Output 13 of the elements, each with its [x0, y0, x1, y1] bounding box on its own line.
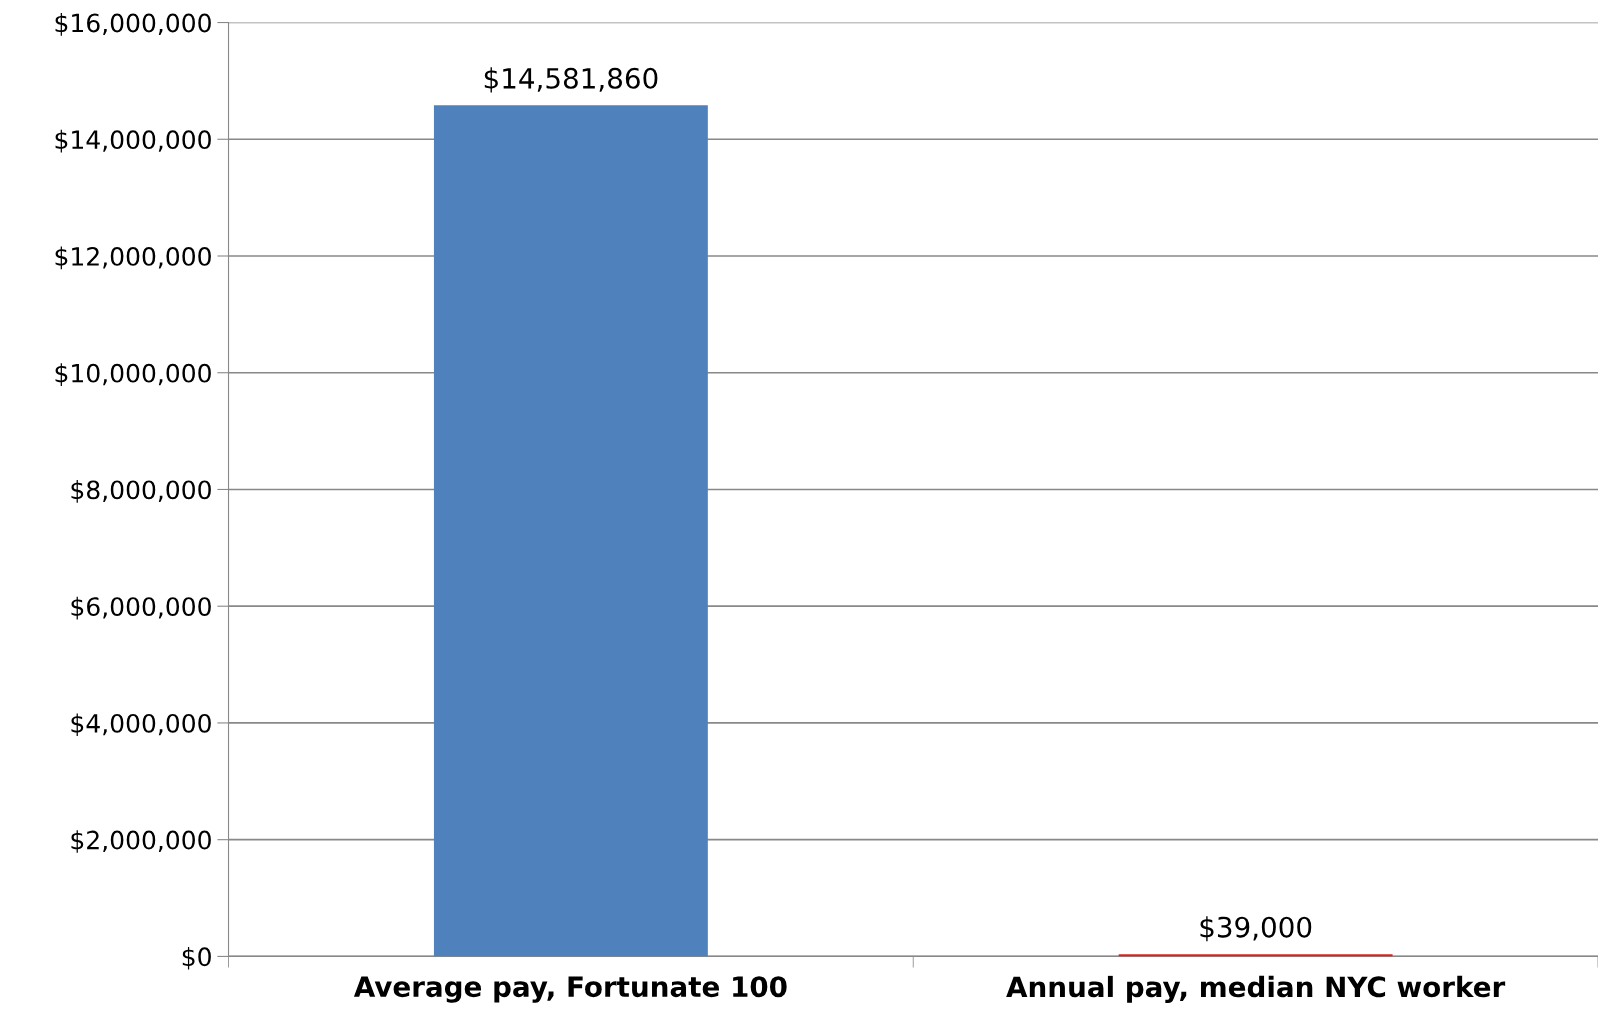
y-tick-label: $6,000,000 [71, 596, 211, 620]
y-tick-label: $0 [182, 946, 211, 970]
y-tick-label: $10,000,000 [55, 363, 211, 386]
y-tick-label: $16,000,000 [55, 13, 211, 36]
y-tick-label: $4,000,000 [71, 713, 211, 737]
y-tick-label: $14,000,000 [55, 129, 211, 153]
x-tick-label: Average pay, Fortunate 100 [353, 976, 787, 1003]
y-tick-label: $2,000,000 [71, 830, 211, 853]
x-tick-label: Annual pay, median NYC worker [1006, 975, 1506, 1003]
y-tick-label: $12,000,000 [55, 246, 211, 270]
data-label: $39,000 [1200, 916, 1312, 942]
y-tick-label: $8,000,000 [71, 479, 211, 503]
data-label: $14,581,860 [484, 67, 658, 93]
